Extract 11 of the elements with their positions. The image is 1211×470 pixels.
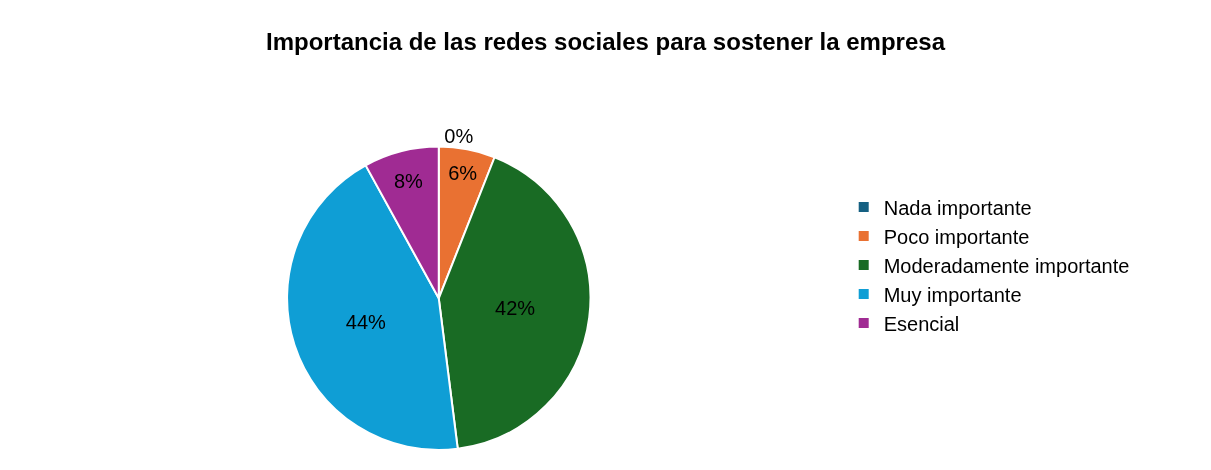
legend-label: Esencial	[883, 312, 960, 335]
legend-label: Muy importante	[883, 283, 1022, 306]
data-label: 44%	[345, 310, 387, 333]
data-label: 6%	[448, 161, 478, 184]
data-label: 8%	[393, 169, 424, 192]
legend-label: Poco importante	[883, 225, 1030, 248]
text: 0%	[444, 124, 474, 147]
chart-title: Importancia de las redes sociales para sostener la empresa	[265, 27, 946, 55]
legend-label: Nada importante	[883, 196, 1032, 219]
legend-label: Moderadamente importante	[883, 254, 1130, 277]
data-label: 42%	[495, 296, 536, 319]
